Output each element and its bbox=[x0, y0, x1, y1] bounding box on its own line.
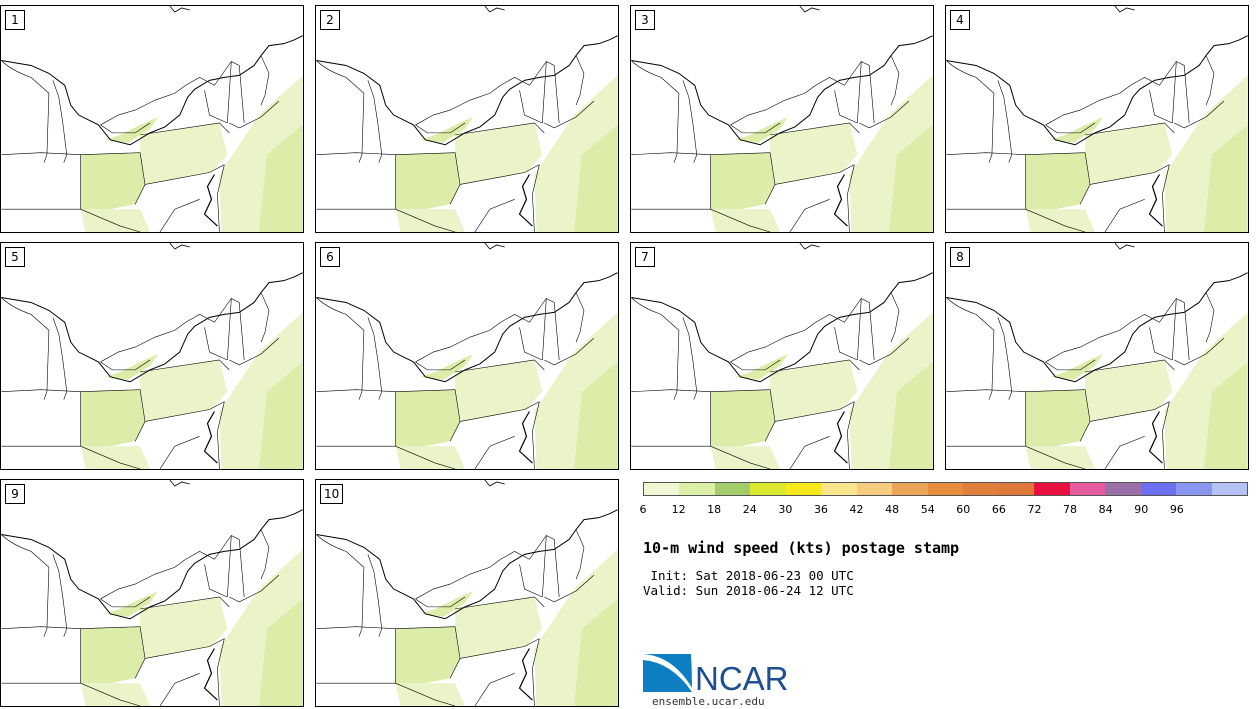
member-map bbox=[1, 480, 303, 706]
member-map bbox=[316, 243, 618, 469]
logo-url: ensemble.ucar.edu bbox=[652, 695, 765, 708]
init-time: Init: Sat 2018-06-23 00 UTC bbox=[643, 568, 854, 583]
member-map bbox=[631, 6, 933, 232]
colorbar-swatch-10 bbox=[998, 483, 1035, 495]
colorbar-tick-label: 96 bbox=[1169, 503, 1184, 516]
colorbar-swatch-2 bbox=[714, 483, 751, 495]
colorbar-swatch-14 bbox=[1140, 483, 1177, 495]
panel-number: 3 bbox=[635, 10, 655, 30]
map-panel-4: 4 bbox=[945, 5, 1249, 233]
chart-title: 10-m wind speed (kts) postage stamp bbox=[643, 539, 960, 557]
map-panel-8: 8 bbox=[945, 242, 1249, 470]
colorbar-swatch-7 bbox=[892, 483, 928, 495]
panel-number: 5 bbox=[5, 247, 25, 267]
ncar-logo: NCAR bbox=[643, 652, 793, 697]
colorbar-tick-label: 42 bbox=[849, 503, 864, 516]
colorbar-tick-label: 54 bbox=[920, 503, 935, 516]
colorbar-tick-label: 48 bbox=[885, 503, 900, 516]
colorbar-tick-label: 30 bbox=[778, 503, 793, 516]
colorbar bbox=[643, 482, 1248, 496]
colorbar-swatch-0 bbox=[644, 483, 680, 495]
map-panel-9: 9 bbox=[0, 479, 304, 707]
map-panel-2: 2 bbox=[315, 5, 619, 233]
svg-text:NCAR: NCAR bbox=[695, 660, 789, 694]
colorbar-tick-label: 24 bbox=[742, 503, 757, 516]
colorbar-tick-label: 18 bbox=[707, 503, 722, 516]
map-panel-7: 7 bbox=[630, 242, 934, 470]
member-map bbox=[316, 480, 618, 706]
map-panel-1: 1 bbox=[0, 5, 304, 233]
colorbar-tick-label: 36 bbox=[813, 503, 828, 516]
map-panel-6: 6 bbox=[315, 242, 619, 470]
panel-number: 1 bbox=[5, 10, 25, 30]
panel-number: 7 bbox=[635, 247, 655, 267]
colorbar-swatch-8 bbox=[927, 483, 964, 495]
colorbar-swatch-1 bbox=[679, 483, 715, 495]
map-panel-10: 10 bbox=[315, 479, 619, 707]
colorbar-ticks: 6 12 18 24 30 36 42 48 54 60 66 72 78 84 90 96 bbox=[639, 503, 1248, 517]
colorbar-swatch-12 bbox=[1069, 483, 1106, 495]
map-panel-5: 5 bbox=[0, 242, 304, 470]
member-map bbox=[1, 243, 303, 469]
member-map bbox=[1, 6, 303, 232]
colorbar-swatch-3 bbox=[750, 483, 786, 495]
colorbar-tick-label: 60 bbox=[956, 503, 971, 516]
valid-time: Valid: Sun 2018-06-24 12 UTC bbox=[643, 583, 854, 598]
panel-number: 4 bbox=[950, 10, 970, 30]
colorbar-swatch-11 bbox=[1034, 483, 1070, 495]
member-map bbox=[631, 243, 933, 469]
colorbar-swatch-5 bbox=[821, 483, 857, 495]
member-map bbox=[946, 243, 1248, 469]
panel-number: 8 bbox=[950, 247, 970, 267]
map-panel-3: 3 bbox=[630, 5, 934, 233]
colorbar-tick-label: 66 bbox=[991, 503, 1006, 516]
colorbar-tick-label: 6 bbox=[639, 503, 647, 516]
member-map bbox=[946, 6, 1248, 232]
panel-number: 2 bbox=[320, 10, 340, 30]
colorbar-swatch-15 bbox=[1176, 483, 1212, 495]
colorbar-swatch-6 bbox=[856, 483, 893, 495]
colorbar-swatch-16 bbox=[1211, 483, 1247, 495]
colorbar-tick-label: 90 bbox=[1134, 503, 1149, 516]
colorbar-tick-label: 72 bbox=[1027, 503, 1042, 516]
colorbar-tick-label: 78 bbox=[1063, 503, 1078, 516]
colorbar-swatch-13 bbox=[1105, 483, 1141, 495]
colorbar-swatch-9 bbox=[963, 483, 999, 495]
member-map bbox=[316, 6, 618, 232]
panel-number: 10 bbox=[320, 484, 344, 504]
panel-number: 9 bbox=[5, 484, 25, 504]
colorbar-tick-label: 12 bbox=[671, 503, 686, 516]
colorbar-tick-label: 84 bbox=[1098, 503, 1113, 516]
colorbar-swatch-4 bbox=[785, 483, 822, 495]
panel-number: 6 bbox=[320, 247, 340, 267]
